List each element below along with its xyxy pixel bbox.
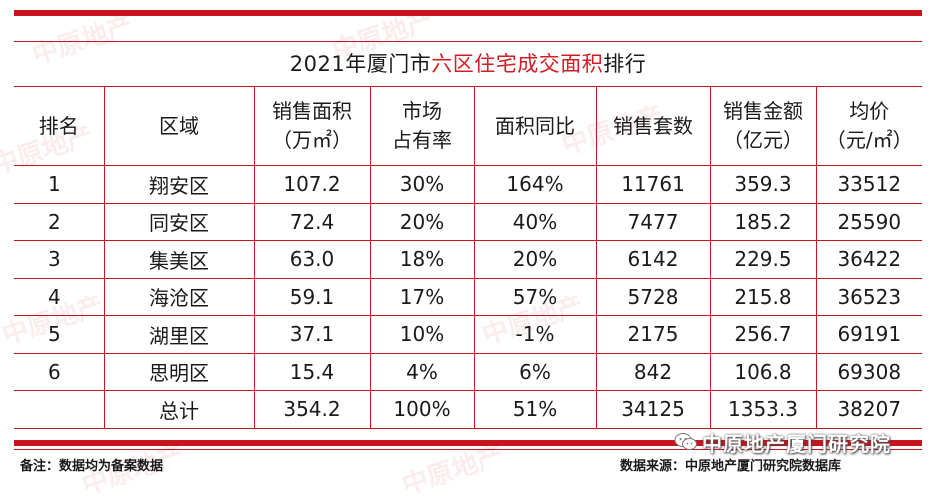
table-cell: 36523 bbox=[815, 277, 922, 316]
table-cell: 7477 bbox=[595, 202, 711, 241]
table-cell: 湖里区 bbox=[103, 315, 255, 354]
table-cell: 107.2 bbox=[253, 165, 371, 204]
table-row: 4 海沧区 59.1 17% 57% 5728 215.8 36523 bbox=[14, 277, 922, 316]
table-body: 1 翔安区 107.2 30% 164% 11761 359.3 33512 2 同安区 72.4 2… bbox=[14, 165, 922, 429]
table-cell: 15.4 bbox=[253, 352, 371, 391]
column-header: 销售套数 bbox=[595, 86, 711, 166]
column-header-line: 排名 bbox=[38, 113, 79, 138]
table-cell: 4 bbox=[14, 277, 105, 316]
table-cell: 思明区 bbox=[103, 352, 255, 391]
table-row: 2 同安区 72.4 20% 40% 7477 185.2 25590 bbox=[14, 202, 922, 241]
column-header: 销售金额 （亿元） bbox=[709, 86, 817, 166]
column-header-line: 均价 bbox=[849, 99, 890, 123]
table-cell: 翔安区 bbox=[103, 165, 255, 204]
column-header-line: （亿元） bbox=[723, 128, 803, 152]
table-row: 6 思明区 15.4 4% 6% 842 106.8 69308 bbox=[14, 352, 922, 391]
table-cell: 69308 bbox=[815, 352, 922, 391]
table-cell: -1% bbox=[473, 315, 597, 354]
table-cell: 37.1 bbox=[253, 315, 371, 354]
table-cell: 6 bbox=[14, 352, 105, 391]
table-cell: 72.4 bbox=[253, 202, 371, 241]
column-header-line: 销售金额 bbox=[723, 99, 803, 123]
table-row: 3 集美区 63.0 18% 20% 6142 229.5 36422 bbox=[14, 240, 922, 279]
table-row: 1 翔安区 107.2 30% 164% 11761 359.3 33512 bbox=[14, 165, 922, 204]
table-cell: 164% bbox=[473, 165, 597, 204]
column-header-line: 区域 bbox=[159, 113, 199, 138]
column-header-line: 销售套数 bbox=[613, 113, 693, 138]
column-header-line: （万㎡） bbox=[272, 128, 352, 152]
title-prefix: 2021年厦门市 bbox=[289, 52, 432, 76]
table-cell: 229.5 bbox=[709, 240, 817, 279]
table-cell: 2175 bbox=[595, 315, 711, 354]
table-cell: 69191 bbox=[815, 315, 922, 354]
data-source: 数据来源：中原地产厦门研究院数据库 bbox=[620, 459, 842, 474]
top-accent-bar bbox=[14, 10, 922, 16]
table-cell: 842 bbox=[595, 352, 711, 391]
wechat-icon bbox=[674, 433, 697, 450]
total-row: 总计 354.2 100% 51% 34125 1353.3 38207 bbox=[14, 390, 922, 429]
table-cell: 185.2 bbox=[709, 202, 817, 241]
table-cell: 6142 bbox=[595, 240, 711, 279]
column-header: 面积同比 bbox=[473, 86, 597, 166]
table-cell: 57% bbox=[473, 277, 597, 316]
table-cell: 1353.3 bbox=[709, 390, 817, 429]
table-cell: 33512 bbox=[815, 165, 922, 204]
column-header-line: 面积同比 bbox=[495, 113, 575, 138]
table-cell: 20% bbox=[369, 202, 475, 241]
table-cell: 3 bbox=[14, 240, 105, 279]
table-cell: 256.7 bbox=[709, 315, 817, 354]
footnote: 备注：数据均为备案数据 bbox=[20, 459, 164, 474]
page-title: 2021年厦门市 六区住宅成交面积 排行 bbox=[14, 41, 922, 84]
table-cell: 总计 bbox=[103, 390, 255, 429]
table-cell: 40% bbox=[473, 202, 597, 241]
table-cell: 18% bbox=[369, 240, 475, 279]
table-cell: 51% bbox=[473, 390, 597, 429]
table-cell bbox=[14, 390, 105, 429]
table-cell: 集美区 bbox=[103, 240, 255, 279]
table-row: 5 湖里区 37.1 10% -1% 2175 256.7 69191 bbox=[14, 315, 922, 354]
title-highlight: 六区住宅成交面积 bbox=[431, 52, 604, 76]
table-cell: 59.1 bbox=[253, 277, 371, 316]
bottom-accent-bar bbox=[14, 440, 922, 446]
table-cell: 11761 bbox=[595, 165, 711, 204]
table-cell: 20% bbox=[473, 240, 597, 279]
column-header: 均价 （元/㎡） bbox=[815, 86, 922, 166]
table-cell: 63.0 bbox=[253, 240, 371, 279]
table-cell: 34125 bbox=[595, 390, 711, 429]
table-cell: 106.8 bbox=[709, 352, 817, 391]
column-header-line: 市场 bbox=[402, 99, 442, 123]
column-header: 销售面积 （万㎡） bbox=[253, 86, 371, 166]
table-cell: 同安区 bbox=[103, 202, 255, 241]
title-suffix: 排行 bbox=[603, 52, 647, 76]
table-cell: 海沧区 bbox=[103, 277, 255, 316]
ranking-table: 排名 区域 销售面积 （万㎡） 市场 占有率 面积同比 销售套数 销售金额 （亿元） 均价 （元/㎡）… bbox=[14, 86, 922, 429]
table-cell: 215.8 bbox=[709, 277, 817, 316]
table-cell: 5 bbox=[14, 315, 105, 354]
table-cell: 17% bbox=[369, 277, 475, 316]
table-cell: 2 bbox=[14, 202, 105, 241]
table-cell: 354.2 bbox=[253, 390, 371, 429]
column-header-line: （元/㎡） bbox=[825, 128, 913, 152]
table-cell: 38207 bbox=[815, 390, 922, 429]
column-header-line: 销售面积 bbox=[272, 99, 352, 123]
column-header: 区域 bbox=[103, 86, 255, 166]
table-cell: 359.3 bbox=[709, 165, 817, 204]
table-cell: 100% bbox=[369, 390, 475, 429]
table-header: 排名 区域 销售面积 （万㎡） 市场 占有率 面积同比 销售套数 销售金额 （亿元） 均价 （元/㎡） bbox=[14, 86, 922, 166]
table-cell: 1 bbox=[14, 165, 105, 204]
column-header: 排名 bbox=[14, 86, 105, 166]
table-cell: 10% bbox=[369, 315, 475, 354]
column-header: 市场 占有率 bbox=[369, 86, 475, 166]
brand-name: 中原地产厦门研究院 bbox=[702, 432, 891, 456]
table-cell: 36422 bbox=[815, 240, 922, 279]
table-cell: 6% bbox=[473, 352, 597, 391]
table-cell: 5728 bbox=[595, 277, 711, 316]
table-cell: 25590 bbox=[815, 202, 922, 241]
table-cell: 30% bbox=[369, 165, 475, 204]
column-header-line: 占有率 bbox=[392, 128, 452, 152]
bottom-accent-line bbox=[14, 449, 922, 450]
table-cell: 4% bbox=[369, 352, 475, 391]
